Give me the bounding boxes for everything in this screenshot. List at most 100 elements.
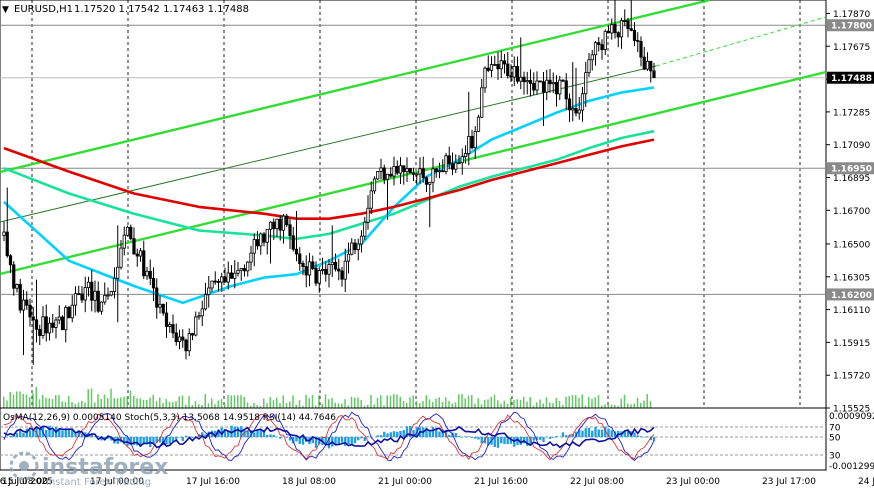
candle-body	[321, 269, 323, 270]
candle-body	[461, 157, 463, 163]
candle-body	[581, 94, 583, 110]
candle-body	[243, 268, 245, 270]
volume-bar	[400, 397, 402, 408]
candle-body	[416, 174, 418, 175]
volume-bar	[182, 395, 184, 408]
candle-body	[182, 337, 184, 340]
volume-bar	[335, 403, 337, 408]
main-panel[interactable]	[0, 0, 826, 408]
osma-bar	[477, 437, 479, 439]
osma-bar	[640, 436, 642, 437]
time-label: 23 Jul 17:00	[762, 477, 816, 487]
osma-bar	[48, 426, 50, 437]
volume-bar	[647, 394, 649, 408]
osma-bar	[175, 437, 177, 439]
candle-body	[6, 232, 8, 256]
volume-bar	[569, 396, 571, 408]
candle-body	[282, 216, 284, 230]
candle-body	[448, 156, 450, 164]
symbol-menu-glyph[interactable]: ▼	[2, 5, 9, 15]
volume-bar	[406, 403, 408, 408]
osma-bar	[269, 434, 271, 437]
candle-body	[507, 64, 509, 76]
candle-body	[562, 80, 564, 81]
candle-body	[406, 169, 408, 172]
candle-body	[572, 108, 574, 109]
candle-body	[39, 329, 41, 335]
volume-bar	[198, 404, 200, 408]
candle-body	[633, 30, 635, 40]
volume-bar	[621, 399, 623, 408]
osma-bar	[500, 437, 502, 443]
candle-body	[273, 222, 275, 228]
volume-bar	[211, 398, 213, 408]
osma-bar	[503, 437, 505, 444]
volume-bar	[244, 397, 246, 408]
volume-bar	[634, 404, 636, 408]
candle-body	[185, 340, 187, 351]
volume-bar	[624, 395, 626, 408]
volume-bar	[130, 391, 132, 408]
volume-bar	[588, 397, 590, 408]
volume-bar	[55, 395, 57, 408]
osma-bar	[380, 435, 382, 437]
volume-bar	[6, 400, 8, 408]
candle-body	[403, 166, 405, 172]
volume-bar	[543, 404, 545, 408]
volume-bar	[539, 399, 541, 408]
osma-bar	[588, 428, 590, 437]
osma-bar	[295, 437, 297, 441]
candle-body	[65, 307, 67, 329]
volume-bar	[526, 402, 528, 408]
volume-bar	[312, 395, 314, 408]
price-axis[interactable]: 1.178701.176751.174801.172851.170901.168…	[826, 10, 870, 415]
osma-bar	[341, 437, 343, 443]
volume-bar	[3, 397, 5, 408]
osma-bar	[468, 436, 470, 437]
candle-body	[42, 317, 44, 336]
candle-body	[451, 164, 453, 169]
volume-bar	[517, 399, 519, 408]
volume-bar	[650, 401, 652, 408]
candle-body	[393, 166, 395, 176]
candle-body	[578, 110, 580, 113]
candle-body	[604, 31, 606, 49]
candle-body	[471, 136, 473, 147]
candle-body	[91, 282, 93, 300]
candle-body	[26, 300, 28, 305]
candle-body	[617, 33, 619, 37]
candle-body	[643, 57, 645, 69]
candle-body	[539, 81, 541, 82]
candle-body	[464, 154, 466, 157]
candle-body	[351, 243, 353, 254]
volume-bar	[510, 398, 512, 408]
volume-bar	[504, 401, 506, 408]
candle-body	[412, 173, 414, 174]
candle-body	[78, 294, 80, 295]
volume-bar	[536, 402, 538, 408]
candle-body	[614, 25, 616, 33]
price-label: 1.16305	[833, 273, 870, 283]
candle-body	[409, 169, 411, 173]
candle-body	[201, 309, 203, 316]
volume-bar	[120, 397, 122, 408]
volume-bar	[159, 398, 161, 408]
volume-bar	[26, 394, 28, 408]
candle-body	[364, 222, 366, 236]
osma-bar	[354, 437, 356, 443]
level-price-tag-label: 1.16950	[831, 165, 872, 175]
osma-bar	[357, 437, 359, 440]
volume-bar	[429, 399, 431, 408]
osma-bar	[74, 433, 76, 437]
price-label: 1.16700	[833, 207, 870, 217]
volume-bar	[422, 401, 424, 408]
candle-body	[156, 288, 158, 307]
osma-bar	[448, 435, 450, 437]
volume-bar	[442, 402, 444, 408]
volume-bar	[240, 395, 242, 408]
candle-body	[494, 64, 496, 65]
volume-bar	[247, 403, 249, 408]
candle-body	[546, 80, 548, 92]
